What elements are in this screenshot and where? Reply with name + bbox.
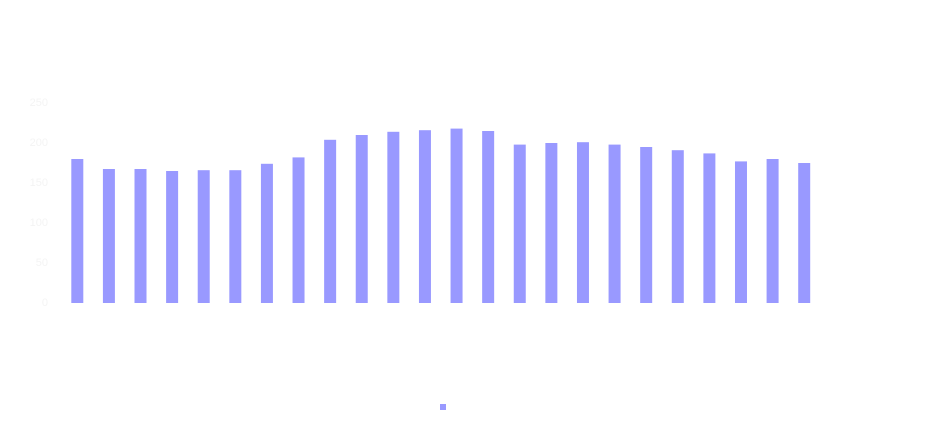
- bar: [418, 130, 431, 303]
- bar: [734, 161, 747, 303]
- bar: [450, 128, 463, 303]
- bar: [766, 159, 779, 303]
- bar: [292, 157, 305, 303]
- bar: [545, 143, 558, 303]
- legend-swatch: [440, 404, 446, 410]
- bar: [671, 150, 684, 303]
- y-tick-label: 50: [36, 257, 48, 269]
- bar: [576, 142, 589, 303]
- bar: [71, 159, 84, 303]
- bar: [482, 131, 495, 303]
- bar: [640, 147, 653, 303]
- bar: [260, 163, 273, 303]
- bar: [387, 131, 400, 303]
- bar: [513, 144, 526, 303]
- y-tick-label: 0: [42, 297, 48, 309]
- bar: [355, 135, 368, 303]
- bar: [608, 144, 621, 303]
- y-tick-label: 200: [30, 137, 48, 149]
- bar: [102, 169, 115, 303]
- bar: [134, 169, 147, 303]
- bar: [229, 170, 242, 303]
- bar: [166, 171, 179, 303]
- y-tick-label: 150: [30, 177, 48, 189]
- bar: [798, 163, 811, 303]
- y-tick-label: 100: [30, 217, 48, 229]
- bar: [197, 170, 210, 303]
- bar: [703, 153, 716, 303]
- y-tick-label: 250: [30, 97, 48, 109]
- bar: [324, 139, 337, 303]
